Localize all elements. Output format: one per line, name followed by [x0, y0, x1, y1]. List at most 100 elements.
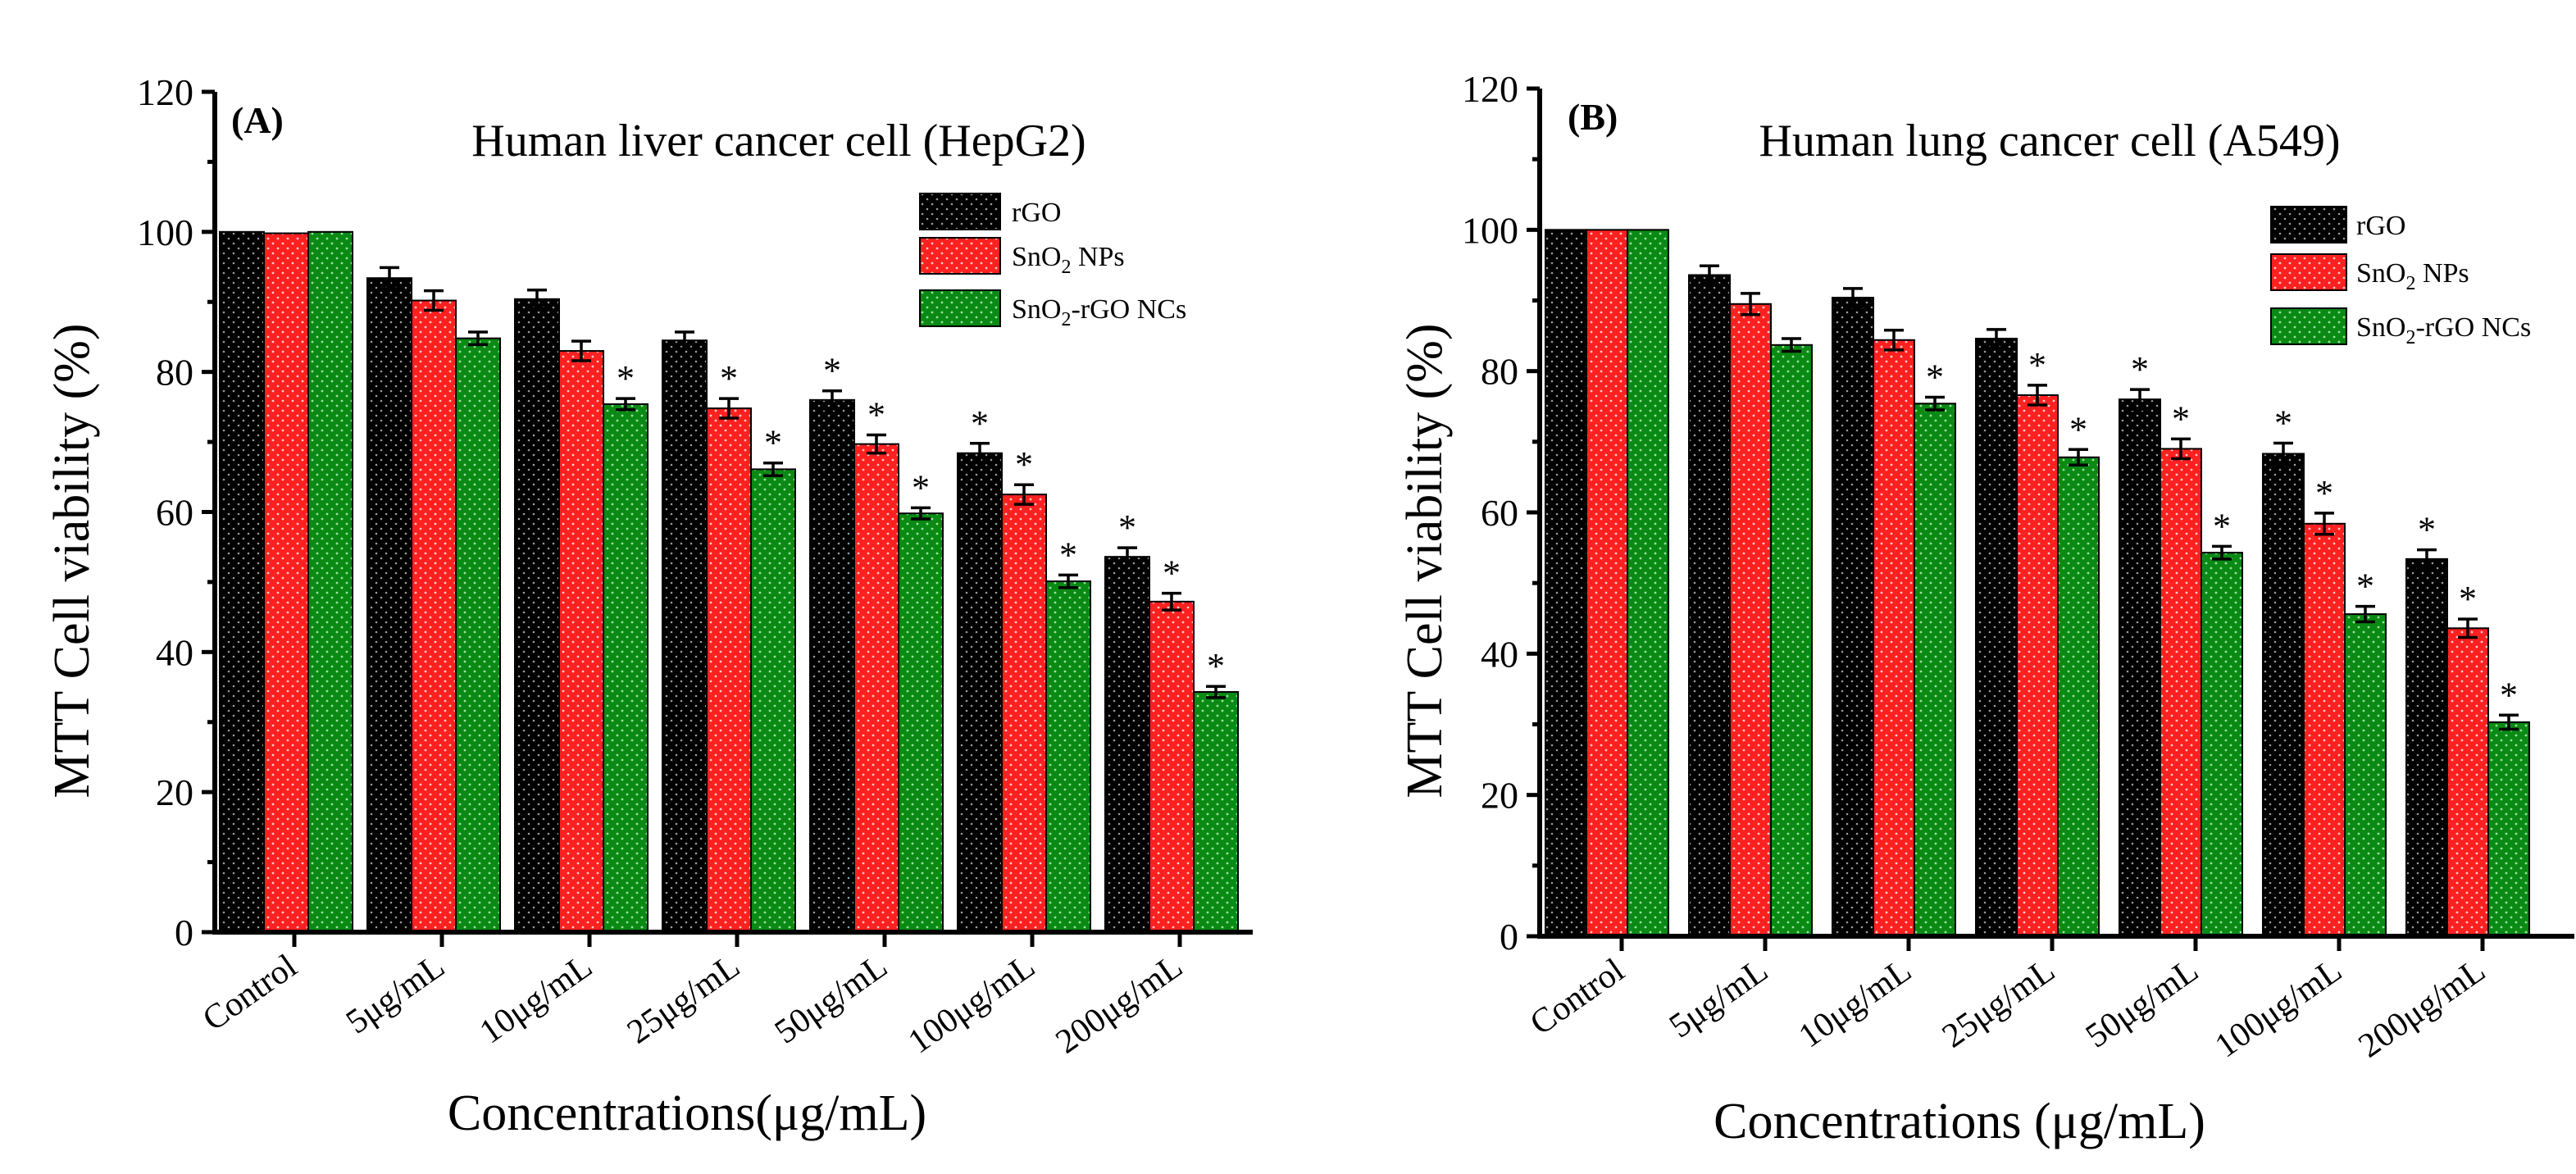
significance-marker: * — [2213, 506, 2231, 546]
x-axis-label: Concentrations(μg/mL) — [448, 1085, 926, 1141]
x-tick-label: 200μg/mL — [1049, 948, 1190, 1062]
bar — [2344, 613, 2387, 938]
significance-marker: * — [1207, 646, 1225, 686]
significance-marker: * — [971, 403, 989, 444]
bar — [1975, 338, 2018, 937]
bar — [514, 298, 560, 934]
bar — [809, 398, 855, 934]
bar — [750, 468, 796, 933]
y-tick-label: 60 — [156, 492, 193, 534]
significance-marker: * — [2459, 579, 2477, 619]
legend-label: rGO — [2356, 211, 2405, 241]
bar — [1586, 229, 1628, 938]
significance-marker: * — [720, 358, 738, 398]
bar — [1873, 339, 1915, 937]
legend-label: SnO2 NPs — [2356, 258, 2469, 294]
significance-marker: * — [867, 395, 885, 435]
x-tick-label: 5μg/mL — [339, 948, 452, 1042]
bar — [2303, 522, 2346, 938]
x-tick-label: 100μg/mL — [902, 948, 1042, 1062]
bar — [1688, 274, 1731, 938]
x-tick-label: 5μg/mL — [1663, 952, 1775, 1046]
bar — [263, 232, 309, 933]
bar — [1193, 691, 1239, 933]
bar — [558, 350, 604, 933]
legend-swatch — [919, 193, 1001, 230]
significance-marker: * — [764, 423, 782, 463]
bar — [1832, 297, 1874, 937]
bar — [2487, 721, 2530, 937]
significance-marker: * — [2356, 567, 2374, 607]
chart-title: Human lung cancer cell (A549) — [1759, 116, 2340, 166]
x-tick-label: 50μg/mL — [768, 948, 894, 1052]
x-tick-label: 10μg/mL — [473, 948, 599, 1052]
bar — [957, 452, 1003, 933]
legend-label: rGO — [1012, 198, 1061, 228]
significance-marker: * — [2315, 473, 2333, 513]
y-axis-label: MTT Cell viability (%) — [1397, 323, 1453, 798]
y-tick-label: 80 — [1481, 351, 1518, 393]
legend-swatch — [919, 289, 1001, 327]
bar — [662, 339, 708, 933]
y-axis-label: MTT Cell viability (%) — [44, 323, 100, 798]
legend-swatch — [2270, 307, 2347, 345]
chart-panel-a: (A) Human liver cancer cell (HepG2) MTT … — [44, 71, 1253, 1141]
y-tick-label: 0 — [1500, 916, 1518, 958]
significance-marker: * — [2172, 398, 2190, 439]
significance-marker: * — [823, 351, 841, 391]
significance-marker: * — [2274, 403, 2292, 444]
x-tick-label: 25μg/mL — [1936, 952, 2062, 1056]
chart-panel-b: (B) Human lung cancer cell (A549) MTT Ce… — [1397, 68, 2574, 1149]
legend: rGO SnO2 NPs SnO2-rGO NCs — [919, 193, 1186, 330]
significance-marker: * — [2028, 345, 2046, 385]
chart-title: Human liver cancer cell (HepG2) — [471, 116, 1085, 166]
legend: rGO SnO2 NPs SnO2-rGO NCs — [2270, 206, 2531, 348]
bar — [219, 230, 265, 934]
bar — [2160, 448, 2202, 937]
significance-marker: * — [1059, 535, 1077, 575]
bar — [455, 337, 501, 933]
y-tick-label: 20 — [156, 771, 193, 813]
y-tick-label: 40 — [156, 631, 193, 673]
bar — [1770, 344, 1813, 938]
legend-swatch — [2270, 253, 2347, 291]
bar — [307, 230, 353, 934]
bar — [1045, 580, 1091, 933]
x-tick-label: 50μg/mL — [2079, 952, 2205, 1056]
significance-marker: * — [1015, 444, 1033, 485]
bar — [2119, 398, 2161, 937]
y-tick-label: 0 — [175, 912, 193, 953]
x-tick-label: 25μg/mL — [621, 948, 747, 1052]
bar — [706, 407, 752, 934]
bar — [1149, 600, 1195, 933]
bar — [853, 443, 899, 933]
significance-marker: * — [1163, 553, 1181, 594]
bar — [2262, 453, 2305, 937]
y-tick-label: 40 — [1481, 633, 1518, 675]
significance-marker: * — [1926, 357, 1944, 398]
x-tick-label: 10μg/mL — [1792, 952, 1918, 1056]
x-tick-label: 200μg/mL — [2352, 952, 2492, 1066]
bar — [603, 403, 649, 934]
y-tick-label: 20 — [1481, 775, 1518, 817]
bar — [898, 512, 944, 933]
bar — [2446, 627, 2489, 938]
legend-label: SnO2 NPs — [1012, 242, 1125, 278]
bar — [366, 277, 412, 934]
panel-label: (A) — [231, 99, 284, 141]
x-axis-label: Concentrations (μg/mL) — [1714, 1094, 2205, 1149]
significance-marker: * — [1118, 507, 1136, 548]
legend-swatch — [919, 237, 1001, 275]
x-tick-label: Control — [1523, 952, 1632, 1043]
bar — [411, 299, 457, 933]
bar — [1914, 403, 1956, 937]
legend-swatch — [2270, 206, 2347, 243]
y-tick-label: 100 — [137, 212, 193, 253]
significance-marker: * — [617, 358, 635, 398]
bar — [2405, 557, 2448, 937]
significance-marker: * — [2500, 675, 2518, 715]
bar — [2201, 552, 2243, 937]
bar — [1001, 494, 1047, 933]
y-tick-label: 100 — [1462, 209, 1518, 251]
